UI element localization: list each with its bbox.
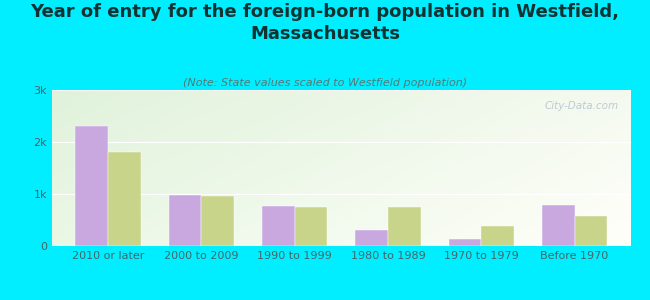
Bar <box>542 205 575 246</box>
Bar <box>481 226 514 246</box>
Bar <box>75 126 108 246</box>
Text: Year of entry for the foreign-born population in Westfield,
Massachusetts: Year of entry for the foreign-born popul… <box>31 3 619 43</box>
Text: City-Data.com: City-Data.com <box>545 101 619 111</box>
Text: (Note: State values scaled to Westfield population): (Note: State values scaled to Westfield … <box>183 78 467 88</box>
Bar <box>168 195 202 246</box>
Bar <box>262 206 294 246</box>
Bar <box>294 207 327 246</box>
Bar <box>356 230 388 246</box>
Bar <box>108 152 140 246</box>
Bar <box>575 216 607 246</box>
Bar <box>448 239 481 246</box>
Bar <box>202 196 234 246</box>
Bar <box>388 207 421 246</box>
